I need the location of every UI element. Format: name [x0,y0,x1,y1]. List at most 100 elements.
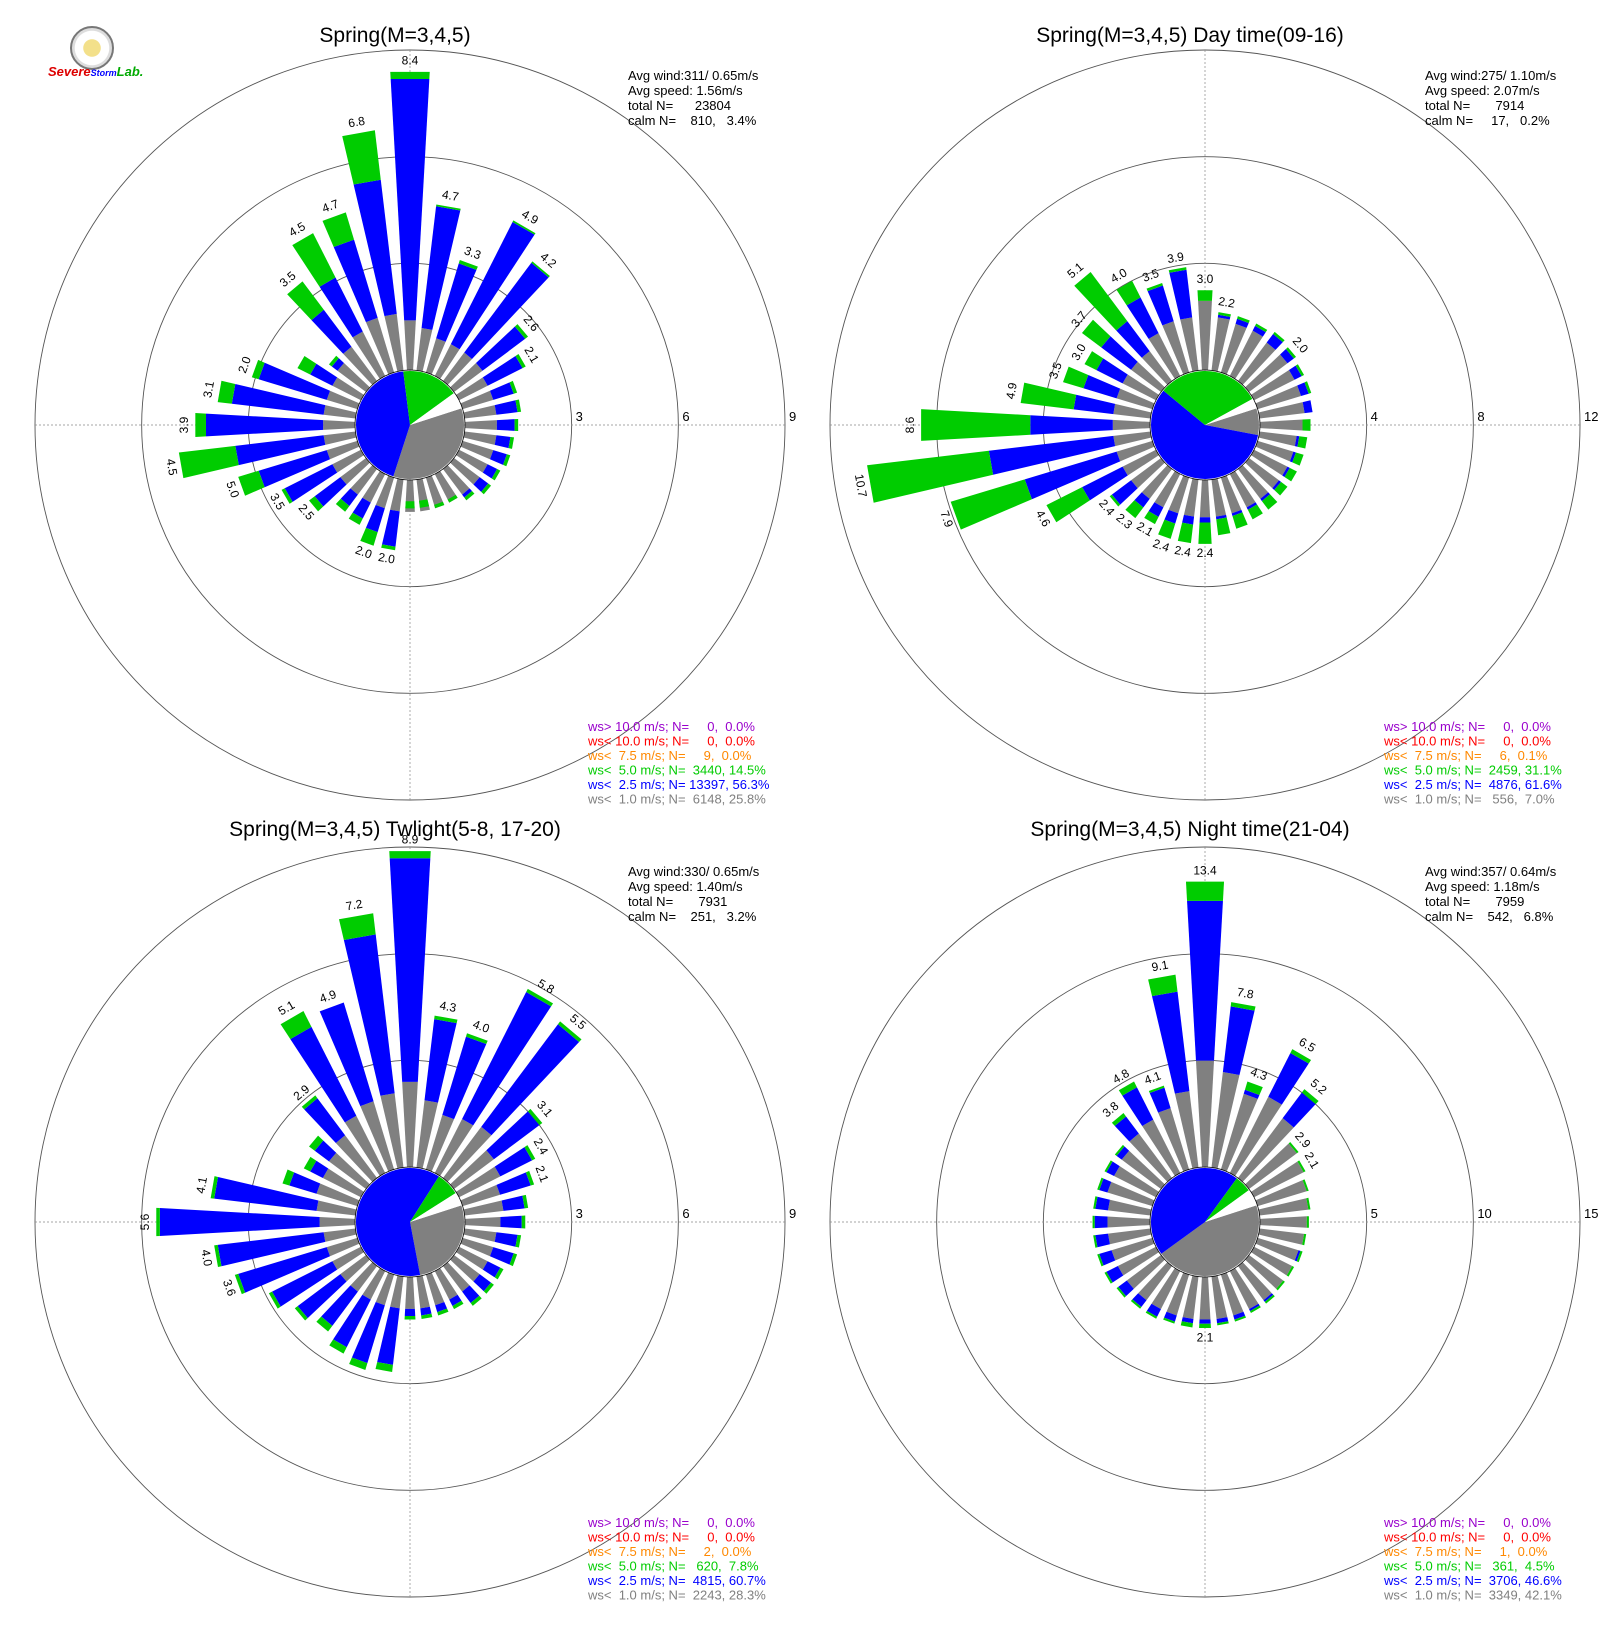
bar-gray-210 [1154,471,1181,508]
bar-gray-80 [1258,402,1305,419]
ring-label: 3 [576,1206,583,1221]
bar-green-250 [950,479,1032,530]
bar-gray-240 [1122,449,1159,476]
bar-blue-10 [1222,1006,1255,1075]
bar-gray-130 [1245,457,1279,489]
bar-green-0 [389,851,431,859]
bar-green-310 [1114,1144,1125,1156]
bar-green-110 [503,454,511,467]
bar-gray-110 [460,1237,494,1257]
bar-gray-250 [1111,1237,1155,1261]
bar-value-label: 2.9 [291,1082,313,1104]
bar-green-190 [375,1362,393,1372]
bar-value-label: 3.5 [277,268,299,290]
bar-blue-180 [404,1308,416,1316]
bar-blue-190 [1181,1317,1194,1324]
bar-gray-40 [442,1126,492,1182]
bar-gray-220 [1138,1262,1173,1301]
bar-gray-240 [332,449,364,473]
bar-blue-320 [1116,321,1150,358]
bar-gray-120 [456,1246,488,1270]
bar-gray-250 [326,440,360,460]
panel-title: Spring(M=3,4,5) Day time(09-16) [1036,24,1344,47]
bar-blue-210 [1146,1303,1161,1317]
bar-green-330 [292,233,336,287]
bar-green-40 [531,261,550,278]
bar-gray-210 [362,471,386,503]
bar-green-140 [1261,494,1278,510]
bar-value-label: 2.0 [377,550,396,567]
bar-blue-60 [482,355,523,386]
bar-green-320 [301,1095,318,1110]
bar-gray-330 [1148,333,1181,379]
calm-pie-slice [410,1176,456,1222]
bar-gray-290 [1107,1181,1155,1207]
bar-green-340 [1148,1085,1165,1094]
legend-entry: ws< 7.5 m/s; N= 2, 0.0% [587,1544,752,1559]
bar-value-label: 4.1 [193,1176,210,1195]
bar-value-label: 8.9 [402,833,419,847]
bar-green-30 [1290,1049,1312,1064]
bar-green-200 [360,527,378,546]
bar-green-110 [509,1253,518,1267]
legend-entry: ws< 1.0 m/s; N= 556, 7.0% [1383,792,1555,807]
stats-line: Avg speed: 1.56m/s [628,83,743,98]
bar-green-0 [1185,881,1225,901]
bar-blue-100 [1294,435,1300,447]
bar-gray-110 [1255,1237,1299,1261]
bar-green-70 [509,380,518,394]
bar-green-330 [1118,1081,1137,1096]
bar-blue-280 [1073,394,1116,415]
bar-gray-30 [434,1118,474,1176]
bar-blue-200 [365,504,385,533]
bar-blue-350 [1169,269,1193,320]
wind-rose-panel-3: 3 6 98.94.34.05.85.53.12.42.13.64.05.64.12… [34,818,796,1603]
bar-value-label: 2.6 [521,312,543,334]
bar-gray-100 [1258,431,1297,447]
bar-gray-290 [1116,388,1155,410]
bar-gray-0 [402,1081,418,1168]
bar-gray-280 [1108,1199,1152,1216]
bar-green-200 [1158,519,1176,539]
bar-gray-190 [390,478,404,512]
bar-gray-200 [375,1272,395,1306]
panel-title: Spring(M=3,4,5) Twlight(5-8, 17-20) [229,818,561,841]
bar-green-300 [297,355,317,375]
bar-green-320 [1074,272,1128,331]
bar-blue-350 [353,179,397,317]
bar-green-290 [282,1169,295,1186]
bar-green-260 [1093,1235,1098,1248]
legend-entry: ws< 2.5 m/s; N= 3706, 46.6% [1383,1573,1562,1588]
bar-blue-220 [1132,1293,1147,1308]
bar-green-270 [156,1207,160,1237]
bar-gray-80 [463,405,497,419]
bar-green-260 [867,450,994,503]
bar-blue-170 [1215,514,1227,520]
bar-blue-340 [333,239,378,323]
bar-value-label: 3.0 [1197,272,1214,286]
bar-green-130 [1274,481,1288,496]
bar-green-20 [465,1033,488,1044]
bar-value-label: 2.0 [353,543,374,562]
bar-gray-330 [344,1115,386,1176]
legend-entry: ws< 10.0 m/s; N= 0, 0.0% [587,1530,755,1545]
bar-gray-10 [1211,1072,1240,1169]
calm-pie-slice [355,1167,439,1276]
bar-blue-290 [258,362,331,400]
calm-pie-slice [1151,390,1259,480]
bar-green-210 [1144,511,1159,525]
bar-value-label: 3.0 [1068,341,1089,363]
bar-green-100 [1302,1233,1307,1246]
bar-blue-50 [486,1111,540,1160]
bar-blue-240 [1082,466,1128,501]
wind-rose-panel-1: 3 6 98.44.73.34.94.22.62.12.02.02.53.55.04… [34,24,796,807]
stats-line: Avg wind:330/ 0.65m/s [628,864,760,879]
bar-green-190 [381,544,396,551]
bar-blue-220 [340,488,358,507]
bar-green-320 [287,281,324,321]
bar-gray-120 [456,449,488,473]
bar-gray-160 [425,475,445,509]
bar-value-label: 7.9 [937,509,956,530]
bar-gray-160 [1220,475,1242,514]
